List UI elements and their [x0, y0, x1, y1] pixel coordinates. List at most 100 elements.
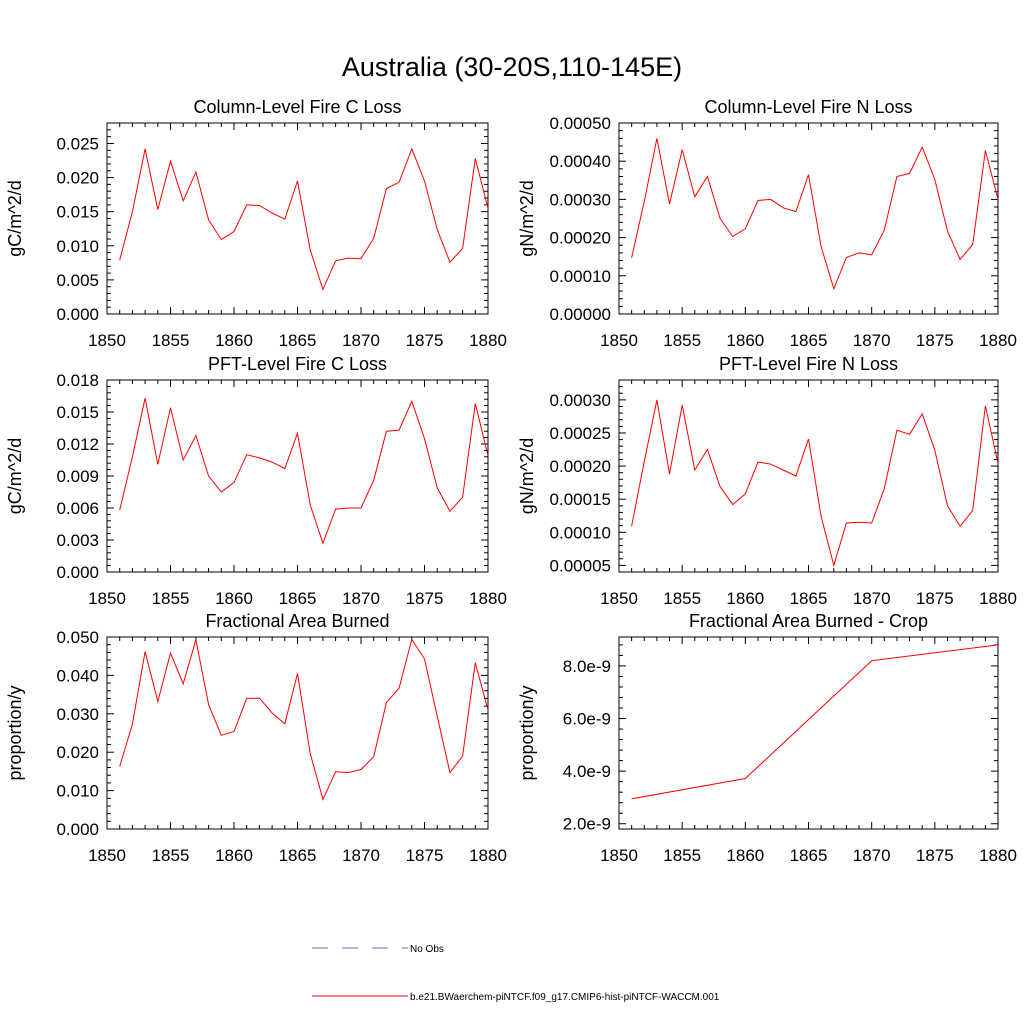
y-tick-label: 0.00005 [550, 556, 611, 575]
x-tick-label: 1880 [979, 331, 1017, 350]
y-axis-label: gN/m^2/d [517, 438, 537, 514]
x-tick-label: 1855 [152, 846, 190, 865]
x-tick-label: 1875 [406, 331, 444, 350]
y-axis-label: proportion/y [517, 685, 537, 780]
y-tick-label: 0.000 [56, 305, 99, 324]
y-tick-label: 0.00010 [550, 267, 611, 286]
x-tick-label: 1875 [406, 846, 444, 865]
y-axis-label: gN/m^2/d [517, 180, 537, 256]
x-tick-label: 1880 [469, 331, 507, 350]
x-tick-label: 1865 [790, 331, 828, 350]
y-tick-label: 0.00030 [550, 190, 611, 209]
x-tick-label: 1870 [342, 589, 380, 608]
panel-title: Column-Level Fire N Loss [704, 97, 912, 117]
series-line-1 [119, 147, 489, 291]
x-tick-label: 1880 [469, 589, 507, 608]
x-tick-label: 1875 [406, 589, 444, 608]
y-tick-label: 0.015 [56, 403, 99, 422]
chart-panel-2: Column-Level Fire N Loss gN/m^2/d 1850 1855… [517, 97, 1017, 350]
x-tick-label: 1860 [215, 846, 253, 865]
y-tick-label: 0.010 [56, 782, 99, 801]
x-tick-label: 1860 [726, 331, 764, 350]
x-tick-label: 1850 [600, 331, 638, 350]
x-tick-label: 1870 [342, 846, 380, 865]
y-tick-label: 0.050 [56, 628, 99, 647]
y-tick-label: 0.020 [56, 743, 99, 762]
series-line-1 [631, 399, 999, 568]
y-tick-label: 0.00025 [550, 424, 611, 443]
chart-panel-6: Fractional Area Burned - Crop proportion/… [517, 611, 1017, 865]
y-tick-label: 0.010 [56, 237, 99, 256]
x-tick-label: 1880 [979, 846, 1017, 865]
y-tick-label: 0.000 [56, 563, 99, 582]
series-line-1 [119, 638, 489, 801]
y-tick-label: 4.0e-9 [563, 762, 611, 781]
y-tick-label: 2.0e-9 [563, 815, 611, 834]
x-tick-label: 1870 [853, 589, 891, 608]
chart-panel-1: Column-Level Fire C Loss gC/m^2/d 1850 1855… [5, 97, 507, 350]
y-tick-label: 0.030 [56, 705, 99, 724]
panel-title: Column-Level Fire C Loss [193, 97, 401, 117]
panel-title: Fractional Area Burned [205, 611, 389, 631]
x-tick-label: 1870 [342, 331, 380, 350]
y-tick-label: 0.018 [56, 371, 99, 390]
y-tick-label: 0.00030 [550, 391, 611, 410]
x-tick-label: 1880 [979, 589, 1017, 608]
y-tick-label: 0.00040 [550, 152, 611, 171]
x-tick-label: 1865 [790, 589, 828, 608]
x-tick-label: 1855 [663, 331, 701, 350]
x-tick-label: 1860 [215, 589, 253, 608]
x-tick-label: 1875 [916, 846, 954, 865]
x-tick-label: 1875 [916, 331, 954, 350]
chart-panel-4: PFT-Level Fire N Loss gN/m^2/d 1850 1855 186… [517, 354, 1017, 608]
y-axis-label: gC/m^2/d [5, 180, 25, 256]
y-tick-label: 0.020 [56, 169, 99, 188]
legend: No Obs b.e21.BWaerchem-piNTCF.f09_g17.CM… [312, 944, 720, 1003]
x-tick-label: 1850 [88, 589, 126, 608]
x-tick-label: 1855 [663, 846, 701, 865]
chart-panel-5: Fractional Area Burned proportion/y 1850 18… [5, 611, 507, 865]
y-tick-label: 0.00015 [550, 490, 611, 509]
y-tick-label: 0.025 [56, 134, 99, 153]
figure-title: Australia (30-20S,110-145E) [342, 52, 682, 82]
x-tick-label: 1850 [88, 846, 126, 865]
y-tick-label: 0.006 [56, 499, 99, 518]
series-line-1 [631, 644, 999, 800]
y-axis-label: gC/m^2/d [5, 438, 25, 514]
x-tick-label: 1875 [916, 589, 954, 608]
series-line-1 [631, 138, 999, 291]
series-line-1 [119, 397, 489, 545]
x-tick-label: 1850 [600, 846, 638, 865]
x-tick-label: 1865 [279, 589, 317, 608]
y-tick-label: 0.00010 [550, 523, 611, 542]
x-tick-label: 1865 [790, 846, 828, 865]
y-tick-label: 0.000 [56, 820, 99, 839]
panels: Column-Level Fire C Loss gC/m^2/d 1850 1855… [5, 97, 1017, 865]
y-tick-label: 0.009 [56, 467, 99, 486]
x-tick-label: 1850 [600, 589, 638, 608]
legend-label-model: b.e21.BWaerchem-piNTCF.f09_g17.CMIP6-his… [410, 992, 720, 1003]
x-tick-label: 1865 [279, 331, 317, 350]
y-tick-label: 0.00000 [550, 305, 611, 324]
panel-title: PFT-Level Fire C Loss [208, 354, 387, 374]
y-tick-label: 0.005 [56, 271, 99, 290]
chart-panel-3: PFT-Level Fire C Loss gC/m^2/d 1850 1855 186… [5, 354, 507, 608]
x-tick-label: 1860 [726, 846, 764, 865]
panel-title: PFT-Level Fire N Loss [719, 354, 898, 374]
y-tick-label: 0.040 [56, 666, 99, 685]
panel-title: Fractional Area Burned - Crop [689, 611, 928, 631]
x-tick-label: 1870 [853, 846, 891, 865]
y-tick-label: 8.0e-9 [563, 657, 611, 676]
x-tick-label: 1855 [152, 589, 190, 608]
y-tick-label: 6.0e-9 [563, 710, 611, 729]
y-tick-label: 0.00050 [550, 114, 611, 133]
x-tick-label: 1855 [663, 589, 701, 608]
y-axis-label: proportion/y [5, 685, 25, 780]
y-tick-label: 0.015 [56, 203, 99, 222]
y-tick-label: 0.003 [56, 531, 99, 550]
x-tick-label: 1850 [88, 331, 126, 350]
x-tick-label: 1860 [215, 331, 253, 350]
y-tick-label: 0.00020 [550, 457, 611, 476]
x-tick-label: 1855 [152, 331, 190, 350]
